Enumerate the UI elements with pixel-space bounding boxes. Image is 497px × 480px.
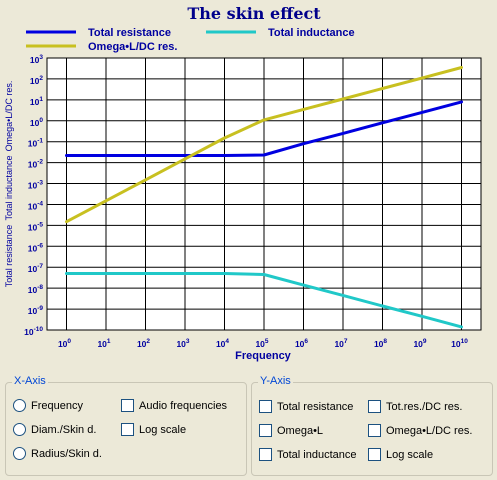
total-inductance-checkbox[interactable] — [259, 448, 272, 461]
omega-l-label: Omega•L — [277, 424, 324, 437]
x-tick-label: 104 — [216, 338, 229, 349]
y-option-log-scale[interactable]: Log scale — [368, 448, 433, 461]
y-tick-label: 10-2 — [28, 159, 44, 170]
x-tick-label: 109 — [413, 338, 426, 349]
plot-frame — [46, 57, 482, 331]
legend-label: Total inductance — [268, 27, 355, 39]
legend-label: Total resistance — [88, 27, 171, 39]
tot-res-dc-checkbox[interactable] — [368, 400, 381, 413]
x-tick-label: 107 — [334, 338, 347, 349]
y-tick-label: 102 — [30, 75, 43, 86]
x-tick-label: 108 — [374, 338, 387, 349]
y-tick-label: 10-6 — [28, 242, 44, 253]
x-axis-ticks: 100 101 102 103 104 105 106 107 108 109 1010 — [58, 338, 468, 349]
total-resistance-label: Total resistance — [277, 400, 354, 413]
y-option-total-inductance[interactable]: Total inductance — [259, 448, 357, 461]
x-tick-label: 101 — [97, 338, 110, 349]
chart-title: The skin effect — [187, 4, 321, 23]
series-line-0 — [65, 100, 463, 157]
y-tick-label: 10-4 — [28, 200, 44, 211]
y-tick-label: 100 — [30, 117, 43, 128]
x-option-audio-frequencies[interactable]: Audio frequencies — [121, 399, 227, 412]
x-axis-group-title: X-Axis — [12, 375, 48, 387]
y-log-scale-checkbox[interactable] — [368, 448, 381, 461]
y-option-omega-l[interactable]: Omega•L — [259, 424, 323, 437]
y-tick-label: 10-5 — [28, 221, 44, 232]
x-tick-label: 100 — [58, 338, 71, 349]
x-tick-label: 1010 — [451, 338, 468, 349]
frequency-label: Frequency — [31, 399, 83, 412]
audio-frequencies-label: Audio frequencies — [139, 399, 228, 412]
total-inductance-label: Total inductance — [277, 448, 357, 461]
frequency-radio[interactable] — [13, 399, 26, 412]
diam-skin-radio[interactable] — [13, 423, 26, 436]
x-option-log-scale[interactable]: Log scale — [121, 423, 186, 436]
diam-skin-label: Diam./Skin d. — [31, 423, 97, 436]
y-tick-label: 10-8 — [28, 284, 44, 295]
x-axis-label: Frequency — [235, 350, 292, 362]
omega-l-dc-checkbox[interactable] — [368, 424, 381, 437]
series-line-2 — [65, 66, 463, 224]
x-log-scale-label: Log scale — [139, 423, 187, 436]
legend: Total resistance Total inductance Omega•L/… — [26, 27, 355, 53]
audio-frequencies-checkbox[interactable] — [121, 399, 134, 412]
omega-l-checkbox[interactable] — [259, 424, 272, 437]
y-axis-label-segment: Omega•L/DC res. — [4, 81, 14, 152]
y-axis-ticks: 103 102 101 100 10-1 10-2 10-3 10-4 10-5 10-6 10-7… — [24, 54, 43, 337]
y-option-tot-res-dc[interactable]: Tot.res./DC res. — [368, 400, 462, 413]
total-resistance-checkbox[interactable] — [259, 400, 272, 413]
y-tick-label: 10-9 — [28, 305, 44, 316]
x-log-scale-checkbox[interactable] — [121, 423, 134, 436]
x-option-diam-skin[interactable]: Diam./Skin d. — [13, 423, 96, 436]
y-axis-label-segment: Total inductance — [4, 155, 14, 220]
y-tick-label: 10-7 — [28, 263, 44, 274]
y-tick-label: 10-10 — [24, 326, 43, 337]
y-option-total-resistance[interactable]: Total resistance — [259, 400, 353, 413]
radius-skin-label: Radius/Skin d. — [31, 447, 102, 460]
x-tick-label: 106 — [295, 338, 308, 349]
y-tick-label: 101 — [30, 96, 43, 107]
y-tick-label: 10-3 — [28, 180, 44, 191]
series-line-1 — [65, 272, 463, 329]
y-option-omega-l-dc[interactable]: Omega•L/DC res. — [368, 424, 472, 437]
x-option-frequency[interactable]: Frequency — [13, 399, 83, 412]
radius-skin-radio[interactable] — [13, 447, 26, 460]
y-axis-label: Total resistance Total inductance Omega•L/… — [4, 81, 14, 288]
y-axis-group: Y-Axis Total resistance Omega•L Total in… — [251, 375, 493, 476]
y-tick-label: 103 — [30, 54, 43, 65]
y-axis-group-title: Y-Axis — [258, 375, 293, 387]
y-tick-label: 10-1 — [28, 138, 44, 149]
x-axis-group: X-Axis Frequency Diam./Skin d. Radius/Sk… — [5, 375, 247, 476]
y-axis-label-segment: Total resistance — [4, 225, 14, 288]
x-option-radius-skin[interactable]: Radius/Skin d. — [13, 447, 102, 460]
x-tick-label: 102 — [137, 338, 150, 349]
x-tick-label: 103 — [176, 338, 189, 349]
omega-l-dc-label: Omega•L/DC res. — [386, 424, 473, 437]
y-log-scale-label: Log scale — [386, 448, 434, 461]
chart: The skin effect Total resistance Total in… — [4, 4, 482, 362]
x-tick-label: 105 — [255, 338, 268, 349]
series-layer — [65, 66, 463, 329]
legend-label: Omega•L/DC res. — [88, 41, 177, 53]
tot-res-dc-label: Tot.res./DC res. — [386, 400, 463, 413]
